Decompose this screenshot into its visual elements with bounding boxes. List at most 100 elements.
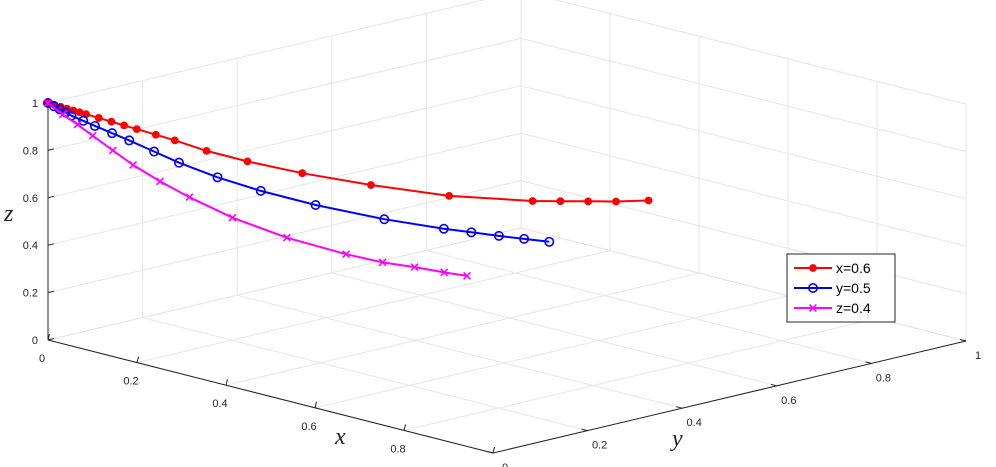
y-tick-label: 0.4 <box>687 417 702 429</box>
series-group <box>42 98 653 280</box>
data-point <box>107 117 116 126</box>
legend: x=0.6 y=0.5 z=0.4 <box>786 253 896 323</box>
z-tick-mark <box>47 338 55 341</box>
grid <box>47 0 967 454</box>
z-tick-label: 0 <box>32 335 38 347</box>
data-point <box>410 263 419 272</box>
data-point <box>89 120 100 131</box>
z-tick-mark <box>47 195 55 199</box>
x-tick-mark <box>492 446 495 454</box>
legend-marker <box>809 304 817 312</box>
series-1 <box>42 98 555 247</box>
x-tick-mark <box>403 424 406 431</box>
grid-line-wall-z2 <box>520 37 967 152</box>
x-tick-label: 0 <box>39 353 45 365</box>
z-tick-label: 0.4 <box>23 240 38 252</box>
z-tick-mark <box>47 243 55 246</box>
z-tick-label: 0.6 <box>23 193 38 205</box>
data-point <box>466 227 477 238</box>
data-point <box>88 131 97 140</box>
data-point <box>243 157 252 166</box>
data-point <box>445 191 454 200</box>
series-0 <box>44 99 653 206</box>
data-point <box>156 177 165 186</box>
x-tick-mark <box>225 379 228 386</box>
data-point <box>75 108 84 117</box>
y-tick-mark <box>581 428 588 432</box>
data-point <box>170 136 179 145</box>
data-point <box>202 146 211 155</box>
grid-line-wall-z2 <box>520 85 967 200</box>
data-point <box>612 197 620 206</box>
data-point <box>94 114 103 122</box>
x-tick-label: 0.4 <box>212 398 227 410</box>
y-tick-mark <box>676 406 683 409</box>
z-tick-label: 0.8 <box>23 145 38 157</box>
data-point <box>584 197 593 206</box>
data-point <box>78 115 89 126</box>
y-tick-label: 1 <box>975 350 981 362</box>
data-point <box>310 200 321 211</box>
data-point <box>556 197 565 206</box>
data-point <box>107 128 118 139</box>
data-point <box>298 169 307 178</box>
data-point <box>185 193 194 202</box>
data-point <box>342 250 351 259</box>
z-tick-label: 0.2 <box>23 288 38 300</box>
y-tick-label: 0 <box>502 462 508 467</box>
data-point <box>519 233 530 244</box>
grid-line-wall-z <box>47 37 522 151</box>
grid-line-floor-y <box>331 272 777 387</box>
data-point <box>228 213 237 222</box>
data-point <box>255 185 266 196</box>
grid-line-floor-y <box>142 317 588 432</box>
data-point <box>644 196 653 205</box>
data-point <box>282 233 291 242</box>
data-point <box>108 146 117 155</box>
data-point <box>151 130 160 139</box>
data-point <box>44 99 52 107</box>
data-point <box>124 135 135 146</box>
grid-line-wall-z <box>47 85 522 199</box>
y-tick-label: 0.8 <box>876 372 891 384</box>
x-tick-label: 0.8 <box>390 443 405 455</box>
grid-line-floor-y <box>426 249 872 364</box>
grid-line-floor-y <box>237 294 683 409</box>
grid-line-floor-x <box>403 317 878 431</box>
data-point <box>440 268 449 277</box>
data-point <box>378 258 387 267</box>
data-point <box>493 230 504 241</box>
x-tick-label: 0.6 <box>301 421 316 433</box>
grid-line-floor-x <box>225 272 700 386</box>
axes <box>47 101 967 454</box>
tick-labels: 0 0.2 0.4 0.6 0.8 1 0 0.2 0.4 0.6 0.8 1 0 0.2 0.4 0.6 0.… <box>23 98 981 467</box>
x-axis-line <box>47 339 494 454</box>
x-axis-label: x <box>334 424 346 450</box>
data-point <box>149 146 160 157</box>
y-tick-label: 0.6 <box>781 395 796 407</box>
data-point <box>129 161 138 169</box>
z-axis-label: z <box>3 201 14 227</box>
data-point <box>69 106 78 115</box>
legend-entry: x=0.6 <box>836 260 871 276</box>
y-tick-mark <box>865 361 872 364</box>
data-point <box>367 181 375 189</box>
series-2 <box>44 99 472 280</box>
y-axis-label: y <box>670 426 683 452</box>
grid-line-wall-z <box>47 227 522 341</box>
data-point <box>379 214 390 225</box>
grid-line-wall-z2 <box>554 0 967 105</box>
z-tick-label: 1 <box>32 98 38 110</box>
grid-line-wall-z2 <box>520 227 967 342</box>
data-point <box>174 157 185 168</box>
x-tick-mark <box>314 401 317 408</box>
grid-line-floor-x <box>314 295 789 409</box>
data-point <box>528 197 537 205</box>
z-tick-mark <box>47 290 55 294</box>
z-tick-mark <box>47 148 55 151</box>
data-point <box>73 120 82 129</box>
series-line <box>47 102 649 203</box>
x-tick-mark <box>47 333 50 341</box>
x-tick-label: 0.2 <box>123 376 138 388</box>
